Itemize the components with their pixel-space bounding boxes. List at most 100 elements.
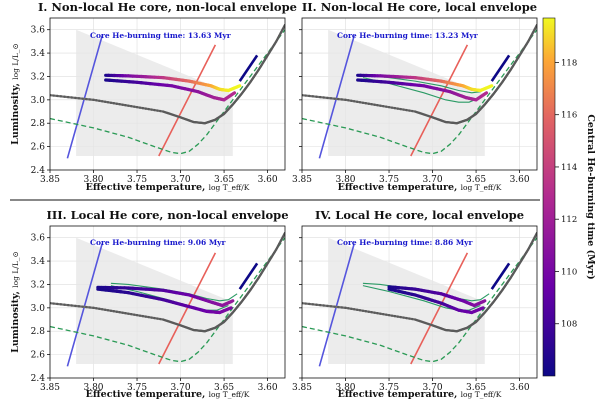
x-tick-label: 3.75 — [127, 383, 147, 393]
grey-track-point — [124, 312, 127, 315]
grey-track-point — [382, 312, 385, 316]
grey-track-point — [153, 316, 156, 320]
y-tick-label: 3.6 — [31, 26, 46, 36]
grey-track-point — [390, 314, 394, 317]
grey-track-point — [402, 316, 405, 319]
plot-area — [302, 18, 537, 170]
x-tick-label: 3.75 — [379, 175, 399, 185]
grey-track-point — [88, 98, 92, 101]
grey-track-point — [56, 302, 59, 306]
y-tick-label: 3.2 — [31, 72, 45, 82]
grey-track-point — [355, 100, 359, 103]
x-tick-label: 3.70 — [423, 175, 443, 185]
grey-track-point — [115, 102, 118, 105]
grey-track-point — [52, 302, 55, 305]
grey-track-point — [361, 309, 365, 312]
grey-track-point — [159, 317, 162, 321]
annotation: Core He-burning time: 9.06 Myr — [90, 238, 226, 247]
panel-4: IV. Local He core, local envelope Core H… — [292, 208, 538, 400]
colorbar-tick-label: 114 — [561, 163, 577, 173]
colorbar-tick-label: 116 — [561, 111, 577, 121]
grey-track-point — [399, 315, 402, 319]
grey-track-point — [350, 307, 353, 311]
x-axis-label-sub: log T_eff/K — [209, 183, 250, 192]
grey-track-point — [315, 95, 318, 98]
colorbar-tick-label: 110 — [561, 267, 577, 277]
plot-frame — [49, 225, 286, 379]
y-tick-label: 3.0 — [31, 304, 46, 314]
grey-track-point — [322, 304, 325, 307]
grey-track-point — [127, 104, 130, 107]
green-loop-track — [362, 285, 481, 311]
grey-track-point — [384, 105, 388, 108]
grey-track-point — [81, 97, 84, 100]
time-colored-segment — [488, 84, 494, 89]
grey-track-point — [63, 303, 66, 306]
x-tick-label: 3.70 — [171, 175, 191, 185]
x-tick-label: 3.85 — [292, 175, 312, 185]
time-colored-segment — [228, 306, 233, 311]
grey-track-point — [144, 315, 147, 318]
grey-track-point — [318, 95, 322, 99]
shaded-region — [328, 237, 485, 364]
grey-track-point — [353, 100, 356, 103]
grey-track-point — [56, 94, 59, 98]
grey-track-point — [315, 303, 318, 306]
grey-track-point — [326, 304, 329, 308]
grey-track-point — [135, 105, 139, 109]
x-axis-label: Effective temperature, log T_eff/K — [86, 389, 250, 400]
grey-track-point — [382, 104, 385, 108]
time-colored-segment — [483, 91, 489, 96]
y-tick-label: 3.4 — [31, 49, 46, 59]
grey-track-point — [112, 310, 116, 313]
grey-track-point — [103, 308, 107, 311]
grey-track-point — [109, 309, 113, 312]
grey-track-point — [85, 305, 88, 309]
grey-track-point — [358, 101, 362, 104]
grey-track-point — [59, 303, 63, 306]
panel-title: I. Non-local He core, non-local envelope — [38, 0, 297, 14]
grey-track-point — [92, 306, 95, 310]
y-tick-label: 2.8 — [31, 327, 46, 337]
time-colored-segment — [480, 306, 485, 311]
red-boundary-line — [410, 44, 469, 157]
grey-track-point — [138, 106, 142, 109]
x-tick-label: 3.80 — [335, 175, 355, 185]
grey-track-point — [127, 312, 130, 315]
colorbar-tick-label: 108 — [561, 320, 577, 330]
grey-track-point — [85, 97, 88, 101]
grey-track-point — [308, 94, 311, 98]
x-tick-label: 3.75 — [127, 175, 147, 185]
grey-track-point — [130, 104, 133, 108]
grey-track-point — [98, 307, 101, 311]
time-colored-segment — [481, 299, 487, 304]
blue-tip-segment — [490, 262, 511, 290]
grey-track-point — [109, 101, 113, 104]
grey-track-point — [376, 312, 379, 315]
grey-track-point — [367, 310, 370, 313]
grey-track-point — [326, 96, 329, 100]
dashed-green-track — [302, 237, 537, 363]
x-tick-label: 3.85 — [292, 383, 312, 393]
grey-track-point — [88, 306, 92, 309]
x-axis-label-main: Effective temperature, — [338, 182, 461, 193]
grey-track-point — [387, 313, 391, 317]
grey-track-point — [379, 104, 382, 107]
grey-track-point — [66, 95, 70, 99]
y-axis-label-sub: log L/L_⊙ — [11, 43, 20, 80]
blue-boundary-line — [318, 35, 355, 159]
grey-track-point — [337, 97, 340, 101]
colorbar: 108 110 112 114 116 118 Central He-burning ti… — [542, 17, 596, 377]
plot-frame — [301, 17, 538, 171]
grey-track-point — [147, 107, 150, 111]
grey-track-point — [361, 101, 365, 104]
grey-track-point — [121, 311, 124, 314]
panel-title: III. Local He core, non-local envelope — [46, 208, 288, 222]
grey-track-point — [411, 317, 414, 321]
grey-track-point — [52, 94, 55, 97]
annotation: Core He-burning time: 13.23 Myr — [337, 31, 479, 40]
colorbar-tick-label: 118 — [561, 58, 577, 68]
blue-boundary-line — [66, 243, 103, 367]
y-tick-label: 2.4 — [31, 166, 46, 176]
